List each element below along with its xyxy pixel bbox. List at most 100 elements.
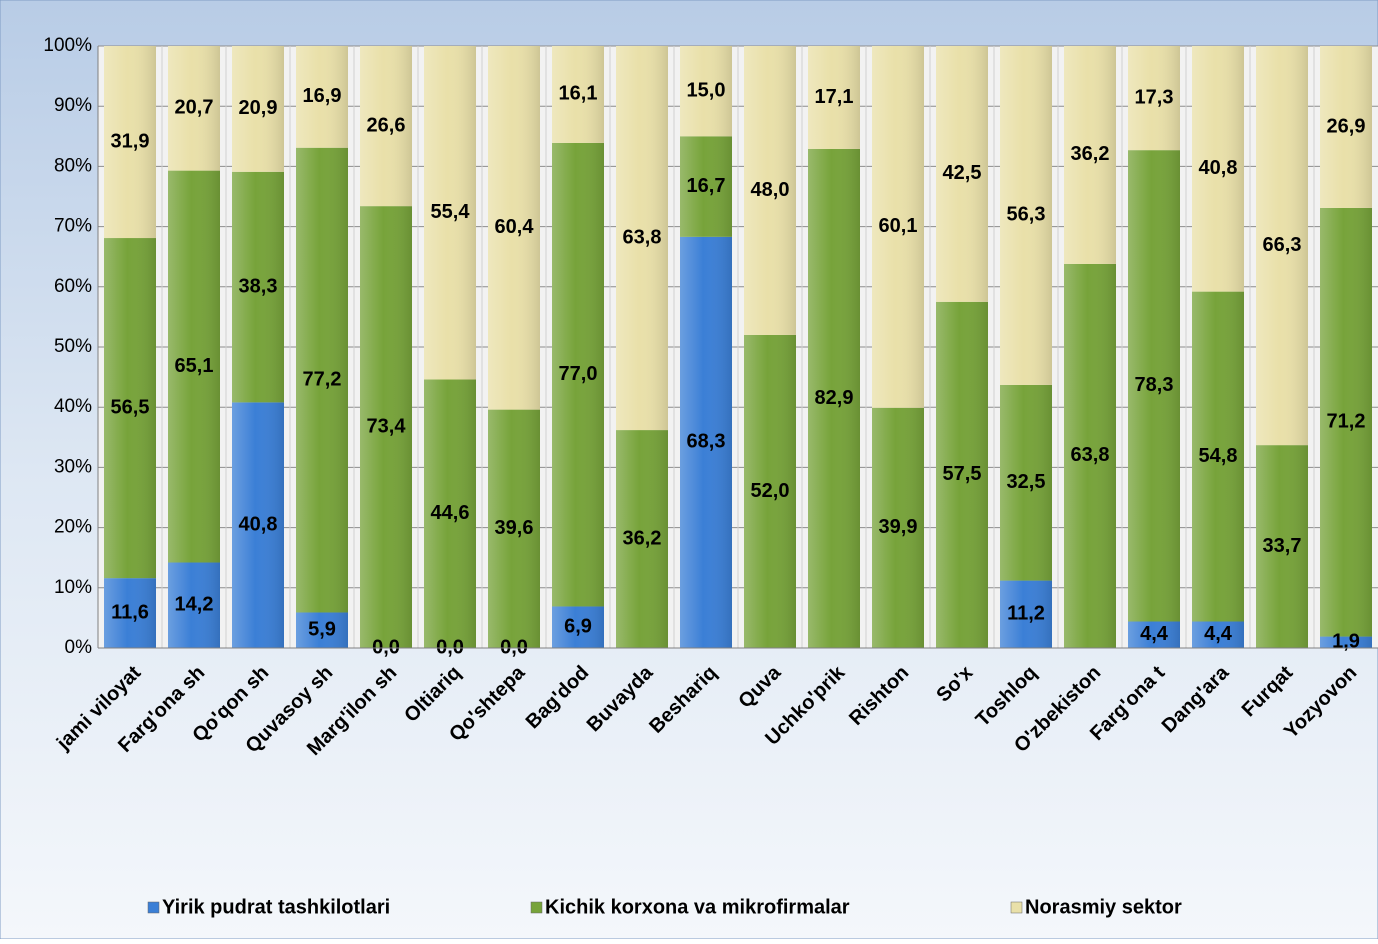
legend-swatch [530,901,543,914]
data-label: 11,2 [1007,603,1045,625]
bar-shine [1000,46,1052,385]
data-label: 63,8 [1071,444,1110,466]
data-label: 16,9 [303,85,342,107]
data-label: 56,5 [111,396,150,418]
bar-shine [104,578,156,648]
bar-shine [744,46,796,335]
data-label: 20,9 [239,97,278,119]
data-label: 54,8 [1199,445,1238,467]
data-label: 39,6 [495,517,534,539]
data-label: 63,8 [623,226,662,248]
bar-shine [872,46,924,408]
legend-label: Kichik korxona va mikrofirmalar [545,896,850,918]
bar-shine [680,46,732,137]
bar-shine [808,46,860,149]
y-tick-label: 0% [65,637,93,658]
bar-shine [936,301,988,648]
data-label: 26,9 [1327,115,1366,137]
bar-shine [616,430,668,648]
y-tick-label: 20% [54,517,92,538]
y-tick-label: 90% [54,95,92,116]
bar-shine [488,409,540,648]
data-label: 4,4 [1140,623,1169,645]
data-label: 16,7 [687,175,726,197]
data-label: 78,3 [1135,374,1174,396]
data-label: 11,6 [111,601,149,623]
bar-shine [296,46,348,148]
bar-shine [1064,263,1116,648]
bar-shine [1320,207,1372,637]
data-label: 60,1 [879,215,918,237]
data-label: 40,8 [239,513,278,535]
data-label: 56,3 [1007,204,1046,226]
bar-shine [1192,291,1244,622]
bar-shine [1192,46,1244,292]
data-label: 44,6 [431,502,470,524]
y-tick-label: 40% [54,396,92,417]
data-label: 5,9 [308,619,336,641]
y-tick-label: 30% [54,456,92,477]
data-label: 36,2 [1071,143,1110,165]
y-tick-label: 100% [43,35,92,56]
bar-shine [1256,445,1308,648]
bar-shine [1000,384,1052,581]
data-label: 16,1 [559,83,598,105]
data-label: 60,4 [495,216,535,238]
bar-shine [296,147,348,613]
bar-shine [552,606,604,648]
bar-shine [168,170,220,563]
y-tick-label: 80% [54,155,92,176]
data-label: 14,2 [175,594,214,616]
data-label: 26,6 [367,114,406,136]
bar-shine [1256,46,1308,446]
data-label: 66,3 [1263,234,1302,256]
data-label: 33,7 [1263,535,1302,557]
legend-swatch [147,901,160,914]
data-label: 71,2 [1327,411,1366,433]
bar-shine [1000,580,1052,648]
y-tick-label: 70% [54,216,92,237]
bar-shine [168,46,220,171]
data-label: 55,4 [431,201,471,223]
data-label: 57,5 [943,463,982,485]
bar-shine [232,171,284,403]
data-label: 15,0 [687,79,726,101]
bar-shine [680,236,732,649]
data-label: 0,0 [500,636,528,658]
legend-label: Yirik pudrat tashkilotlari [162,896,390,918]
bar-shine [552,142,604,607]
data-label: 36,2 [623,527,662,549]
bar-shine [808,148,860,648]
bar-shine [488,46,540,410]
y-tick-label: 50% [54,336,92,357]
data-label: 4,4 [1204,623,1233,645]
legend-swatch [1010,901,1023,914]
data-label: 65,1 [175,355,214,377]
bar-shine [424,46,476,380]
data-label: 0,0 [436,636,464,658]
bar-shine [424,379,476,648]
bar-shine [1128,46,1180,151]
bar-shine [1064,46,1116,264]
bar-shine [104,46,156,239]
bar-shine [360,206,412,648]
data-label: 1,9 [1332,631,1360,653]
data-label: 52,0 [751,480,790,502]
y-tick-label: 60% [54,276,92,297]
data-label: 20,7 [175,97,214,119]
bar-shine [1128,621,1180,648]
bar-shine [104,238,156,579]
bar-shine [1320,46,1372,208]
data-label: 48,0 [751,179,790,201]
data-label: 38,3 [239,275,278,297]
bar-shine [552,46,604,143]
data-label: 40,8 [1199,157,1238,179]
legend-label: Norasmiy sektor [1025,896,1182,918]
bar-shine [1128,150,1180,622]
data-label: 0,0 [372,636,400,658]
data-label: 82,9 [815,387,854,409]
legend: Yirik pudrat tashkilotlari Kichik korxona… [147,896,1182,918]
bar-shine [1320,636,1372,648]
